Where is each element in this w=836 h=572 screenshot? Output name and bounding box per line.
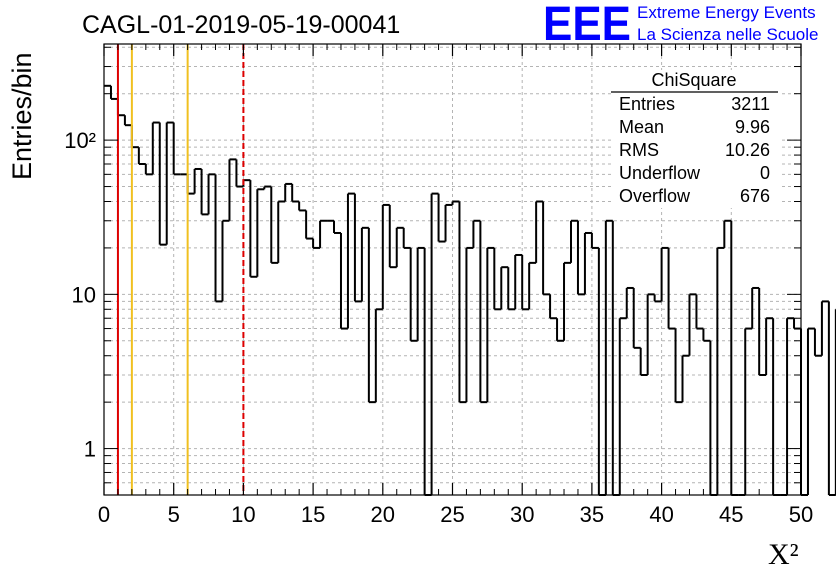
x-tick-label: 50 <box>789 502 813 527</box>
stats-value-overflow: 676 <box>740 186 770 206</box>
stats-box-background <box>612 70 780 208</box>
stats-label-mean: Mean <box>619 117 664 137</box>
y-tick-label: 1 <box>84 437 96 462</box>
stats-label-overflow: Overflow <box>619 186 691 206</box>
x-tick-label: 0 <box>98 502 110 527</box>
stats-box: ChiSquare Entries 3211 Mean 9.96 RMS 10.… <box>611 70 780 208</box>
x-tick-label: 35 <box>580 502 604 527</box>
eee-logo: EEE <box>543 0 631 51</box>
stats-label-rms: RMS <box>619 140 659 160</box>
stats-value-entries: 3211 <box>731 94 770 114</box>
stats-title: ChiSquare <box>651 70 736 90</box>
threshold-lines <box>116 44 245 495</box>
stats-value-underflow: 0 <box>760 163 770 183</box>
x-tick-label: 25 <box>440 502 464 527</box>
x-tick-label: 20 <box>371 502 395 527</box>
x-axis-label: X² <box>768 538 799 571</box>
stats-label-underflow: Underflow <box>619 163 701 183</box>
logo-line-1: Extreme Energy Events <box>637 3 816 22</box>
stats-label-entries: Entries <box>619 94 675 114</box>
chart-title: CAGL-01-2019-05-19-00041 <box>82 11 400 39</box>
stats-value-mean: 9.96 <box>735 117 770 137</box>
x-tick-label: 15 <box>301 502 325 527</box>
x-tick-label: 5 <box>168 502 180 527</box>
stats-value-rms: 10.26 <box>725 140 770 160</box>
x-tick-label: 30 <box>510 502 534 527</box>
axis-ticks: 0 5 10 15 20 25 30 35 40 45 50 1 10 10² <box>64 44 813 527</box>
y-tick-label: 10 <box>72 282 96 307</box>
y-tick-label: 10² <box>64 128 96 153</box>
plot-frame <box>103 43 802 496</box>
y-axis-label: Entries/bin <box>7 52 37 180</box>
logo-line-2: La Scienza nelle Scuole <box>637 25 818 44</box>
x-tick-label: 45 <box>719 502 743 527</box>
x-tick-label: 40 <box>649 502 673 527</box>
x-tick-label: 10 <box>231 502 255 527</box>
